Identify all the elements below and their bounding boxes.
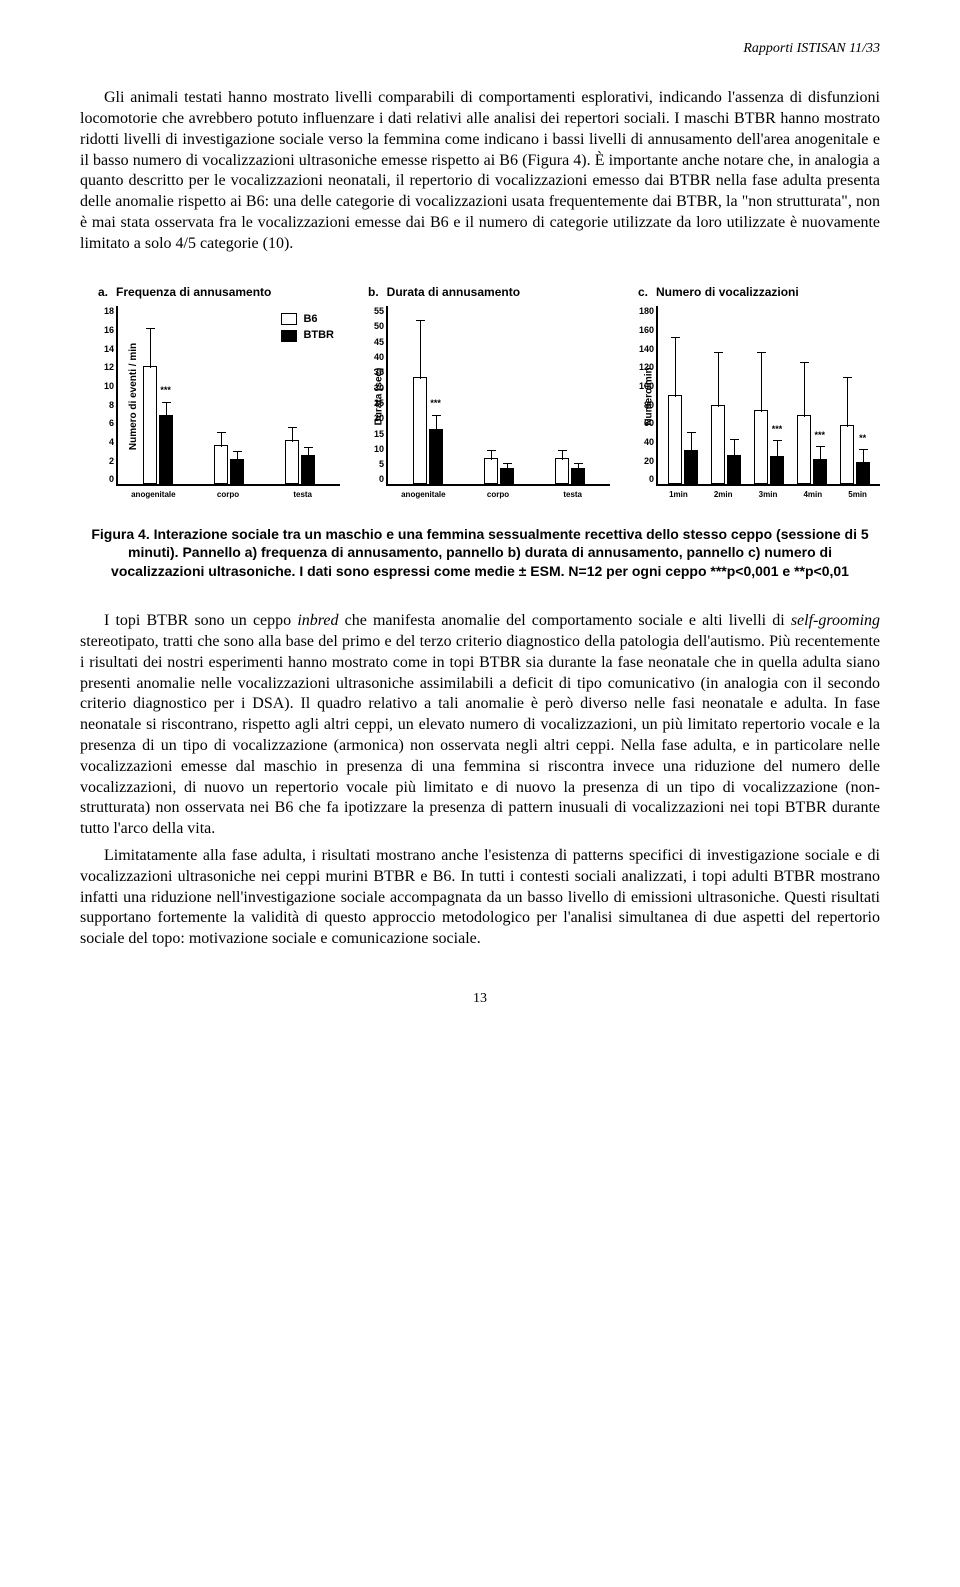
chart-panel: b.Durata di annusamentoDurata (sec)55504…: [350, 285, 610, 501]
text-run: che manifesta anomalie del comportamento…: [339, 612, 791, 629]
text-run: I topi BTBR sono un ceppo: [104, 612, 297, 629]
significance-marker: ***: [430, 398, 441, 410]
bar-group: ***: [392, 306, 463, 484]
bar-b6: [797, 415, 811, 484]
bar-b6: [484, 458, 498, 484]
x-axis-ticks: anogenitalecorpotesta: [80, 490, 340, 500]
bar-btbr: [684, 450, 698, 485]
panel-title: a.Frequenza di annusamento: [80, 285, 340, 301]
panel-title: b.Durata di annusamento: [350, 285, 610, 301]
italic-term: self-grooming: [791, 612, 880, 629]
page-number: 13: [80, 990, 880, 1008]
bar-group: ***: [790, 306, 833, 484]
bar-btbr: ***: [813, 459, 827, 484]
figure-caption: Figura 4. Interazione sociale tra un mas…: [80, 525, 880, 582]
bar-group: ***: [748, 306, 791, 484]
plot-area: ***: [386, 306, 610, 486]
figure-4: a.Frequenza di annusamentoNumero di even…: [80, 285, 880, 582]
significance-marker: ***: [815, 430, 826, 442]
panel-title: c.Numero di vocalizzazioni: [620, 285, 880, 301]
body-paragraph-3: Limitatamente alla fase adulta, i risult…: [80, 846, 880, 950]
bar-b6: [754, 410, 768, 484]
bar-btbr: [500, 468, 514, 484]
significance-marker: ***: [160, 385, 171, 397]
body-paragraph-1: Gli animali testati hanno mostrato livel…: [80, 88, 880, 254]
plot-area: B6BTBR ***: [116, 306, 340, 486]
bar-b6: [668, 395, 682, 484]
significance-marker: **: [859, 433, 866, 445]
legend: B6BTBR: [281, 312, 334, 345]
bar-btbr: [230, 459, 244, 484]
y-axis-label: Durata (sec): [372, 367, 385, 425]
y-axis-label: Numero/min: [643, 367, 656, 425]
body-paragraph-2: I topi BTBR sono un ceppo inbred che man…: [80, 611, 880, 840]
bar-btbr: ***: [429, 429, 443, 484]
bar-b6: [285, 440, 299, 485]
chart-panel: a.Frequenza di annusamentoNumero di even…: [80, 285, 340, 501]
bar-b6: [840, 425, 854, 484]
bar-b6: [413, 377, 427, 484]
running-head: Rapporti ISTISAN 11/33: [80, 40, 880, 58]
y-axis-ticks: 181614121086420: [98, 306, 116, 486]
text-run: stereotipato, tratti che sono alla base …: [80, 633, 880, 837]
bar-group: [193, 306, 264, 484]
bar-btbr: ***: [770, 456, 784, 484]
x-axis-ticks: anogenitalecorpotesta: [350, 490, 610, 500]
plot-area: ********: [656, 306, 880, 486]
bar-btbr: [727, 455, 741, 485]
bar-group: **: [833, 306, 876, 484]
significance-marker: ***: [772, 424, 783, 436]
bar-b6: [143, 366, 157, 485]
italic-term: inbred: [297, 612, 338, 629]
bar-group: [535, 306, 606, 484]
bar-group: ***: [122, 306, 193, 484]
x-axis-ticks: 1min2min3min4min5min: [620, 490, 880, 500]
bar-btbr: [301, 455, 315, 485]
bar-b6: [555, 458, 569, 484]
bar-group: [705, 306, 748, 484]
bar-btbr: [571, 468, 585, 484]
bar-btbr: **: [856, 462, 870, 484]
chart-panel: c.Numero di vocalizzazioniNumero/min1801…: [620, 285, 880, 501]
bar-btbr: ***: [159, 415, 173, 484]
bar-group: [662, 306, 705, 484]
bar-b6: [711, 405, 725, 484]
bar-group: [463, 306, 534, 484]
bar-b6: [214, 445, 228, 485]
